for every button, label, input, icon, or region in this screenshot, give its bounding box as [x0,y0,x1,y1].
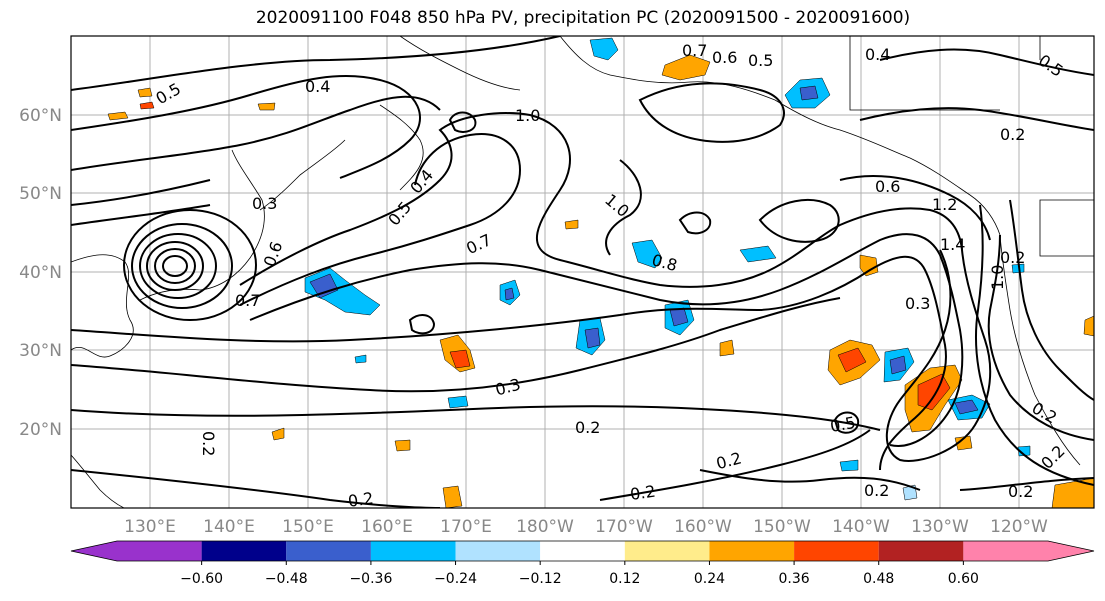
contour-label: 0.7 [235,291,260,310]
contour-label: 0.2 [1000,248,1025,267]
contour-label: 0.2 [575,418,600,437]
colorbar-tick-label: −0.60 [180,571,223,587]
contour-label: 0.3 [905,294,930,313]
lat-label: 60°N [19,106,62,126]
colorbar-outline [70,540,1095,562]
contour-label: 0.5 [748,51,773,70]
lon-label: 130°E [124,517,176,537]
colorbar-tick-label: −0.12 [519,571,562,587]
contour-label: 0.2 [1000,125,1025,144]
colorbar-segment [201,541,287,561]
contour-label: 0.2 [347,489,375,511]
contour-label: 0.6 [712,48,737,67]
lon-label: 140°W [832,517,890,537]
lat-label: 30°N [19,341,62,361]
lat-label: 20°N [19,420,62,440]
colorbar-segment [71,541,202,561]
lon-label: 170°E [440,517,492,537]
contour-label: 0.4 [865,45,890,64]
colorbar-segment [455,541,541,561]
colorbar-tick-label: 0.12 [609,571,640,587]
contour-label: 1.0 [515,106,540,125]
longitude-axis-labels: 130°E 140°E 150°E 160°E 170°E 180°W 170°… [124,517,1048,537]
contour-label: 0.5 [829,413,857,436]
lon-label: 160°E [361,517,413,537]
lon-label: 150°W [753,517,811,537]
map-frame [70,35,1095,509]
contour-label: 0.7 [682,41,707,60]
colorbar-tick-label: 0.24 [694,571,725,587]
colorbar-segment [624,541,710,561]
contour-label: 0.4 [305,77,330,96]
colorbar-segment [370,541,456,561]
latitude-axis-labels: 60°N 50°N 40°N 30°N 20°N [19,106,62,440]
colorbar: −0.60 −0.48 −0.36 −0.24 −0.12 0.12 0.24 0.36 0.4… [70,540,1095,587]
contour-label: 0.2 [629,482,657,504]
colorbar-tick-label: −0.48 [265,571,308,587]
lon-label: 120°W [990,517,1048,537]
lat-label: 40°N [19,263,62,283]
pv-contours [71,36,1094,508]
contour-label: 1.0 [988,265,1007,290]
colorbar-tick-label: −0.36 [349,571,392,587]
lon-label: 160°W [674,517,732,537]
colorbar-segment [794,541,879,561]
lon-label: 150°E [282,517,334,537]
colorbar-tick-label: −0.24 [434,571,477,587]
colorbar-tick-label: 0.60 [948,571,979,587]
colorbar-segment [963,541,1094,561]
colorbar-tick-label: 0.36 [779,571,810,587]
map-panel: 0.4 1.0 0.5 0.4 0.7 0.6 0.5 0.4 0.5 0.5 … [71,36,1094,511]
colorbar-segment [709,541,795,561]
colorbar-segment [878,541,964,561]
contour-label: 0.6 [875,177,900,196]
contour-label: 1.4 [940,235,965,254]
colorbar-segment [286,541,371,561]
colorbar-tick-label: 0.48 [863,571,894,587]
contour-label: 1.2 [932,195,957,214]
lat-label: 50°N [19,184,62,204]
precipitation-pc-patches [107,37,1094,508]
map-title: 2020091100 F048 850 hPa PV, precipitatio… [255,8,911,28]
lon-label: 130°W [911,517,969,537]
contour-label: 0.2 [864,481,889,500]
contour-label: 0.2 [199,431,218,456]
lon-label: 140°E [203,517,255,537]
contour-label: 0.3 [252,194,277,213]
lon-label: 170°W [595,517,653,537]
contour-label: 0.2 [1008,482,1033,501]
lon-label: 180°W [516,517,574,537]
colorbar-segment [540,541,625,561]
